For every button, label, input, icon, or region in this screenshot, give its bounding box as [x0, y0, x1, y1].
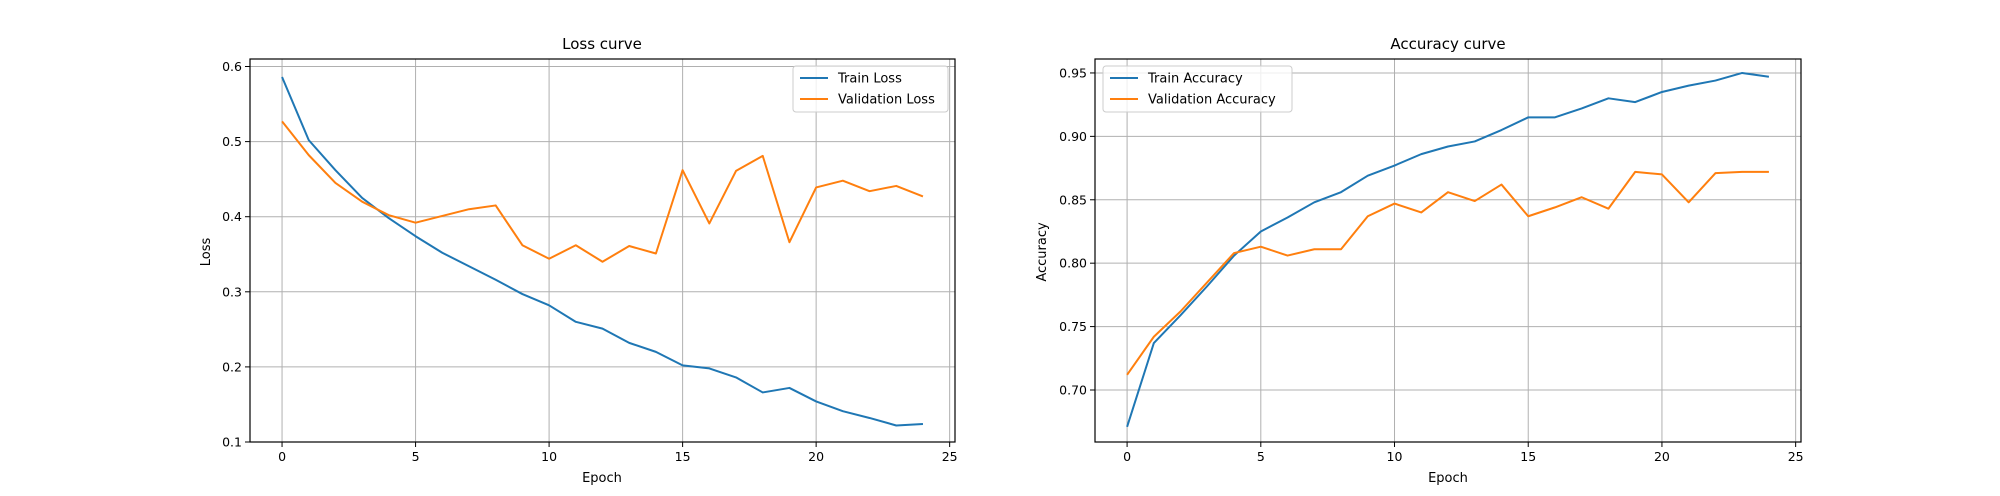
loss-ytick-label: 0.6: [222, 59, 242, 74]
accuracy-series-line-0: [1126, 71, 1770, 428]
loss-chart-frame: [249, 58, 956, 443]
accuracy-xtick-label: 10: [1387, 449, 1403, 464]
accuracy-chart: Accuracy curve Epoch Accuracy 0 5 10 15 20 25…: [1035, 35, 1804, 486]
loss-xtick-label: 15: [675, 449, 691, 464]
accuracy-chart-title: Accuracy curve: [1390, 35, 1505, 53]
loss-ytick-label: 0.2: [222, 359, 242, 374]
accuracy-ytick-label: 0.85: [1059, 192, 1087, 207]
accuracy-chart-ylabel: Accuracy: [1035, 222, 1050, 282]
accuracy-ytick-label: 0.90: [1059, 129, 1087, 144]
accuracy-xtick-label: 15: [1520, 449, 1536, 464]
accuracy-xtick-label: 20: [1654, 449, 1670, 464]
loss-legend-label-1: Validation Loss: [838, 93, 935, 108]
accuracy-xtick-label: 25: [1788, 449, 1804, 464]
loss-ytick-label: 0.4: [222, 209, 242, 224]
accuracy-ytick-label: 0.95: [1059, 65, 1087, 80]
loss-legend-label-0: Train Loss: [837, 72, 902, 87]
accuracy-chart-legend: Train Accuracy Validation Accuracy: [1102, 65, 1293, 113]
loss-xtick-label: 5: [412, 449, 420, 464]
accuracy-chart-frame: [1094, 58, 1802, 443]
accuracy-xtick-label: 0: [1123, 449, 1131, 464]
loss-ytick-label: 0.5: [222, 134, 242, 149]
accuracy-legend-box: [1102, 65, 1293, 113]
accuracy-legend-label-0: Train Accuracy: [1147, 72, 1243, 87]
loss-chart-title: Loss curve: [562, 35, 642, 53]
loss-series-line-0: [281, 76, 924, 427]
loss-xtick-label: 10: [541, 449, 557, 464]
accuracy-series-line-1: [1126, 170, 1769, 376]
accuracy-chart-xlabel: Epoch: [1428, 471, 1468, 486]
loss-chart-ylabel: Loss: [199, 238, 214, 267]
accuracy-ytick-label: 0.70: [1059, 383, 1087, 398]
accuracy-ytick-label: 0.80: [1059, 256, 1087, 271]
loss-series-line-1: [281, 120, 924, 263]
loss-ytick-label: 0.1: [222, 435, 242, 450]
loss-xtick-label: 25: [942, 449, 958, 464]
loss-xtick-label: 0: [278, 449, 286, 464]
accuracy-ytick-label: 0.75: [1059, 319, 1087, 334]
loss-chart-xlabel: Epoch: [582, 471, 622, 486]
loss-chart: Loss curve Epoch Loss 0 5 10 15 20 25 0.1 0.2 0.…: [199, 35, 958, 486]
loss-xtick-label: 20: [808, 449, 824, 464]
accuracy-legend-label-1: Validation Accuracy: [1148, 93, 1276, 108]
loss-ytick-label: 0.3: [222, 284, 242, 299]
accuracy-xtick-label: 5: [1257, 449, 1265, 464]
loss-legend-box: [792, 65, 949, 113]
loss-chart-legend: Train Loss Validation Loss: [792, 65, 949, 113]
